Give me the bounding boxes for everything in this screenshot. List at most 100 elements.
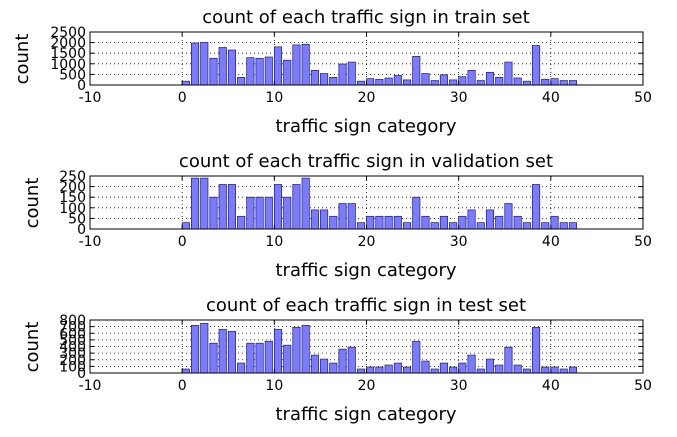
- x-tick-label: 40: [542, 90, 560, 106]
- bar: [356, 368, 366, 374]
- y-tick-label: 600: [59, 326, 86, 342]
- bar: [292, 326, 301, 374]
- bar: [200, 42, 209, 86]
- bar: [532, 45, 541, 86]
- bar: [347, 346, 356, 374]
- bar: [356, 222, 366, 230]
- y-tick-label: 50: [68, 211, 86, 227]
- bar: [412, 196, 421, 230]
- bar: [421, 73, 430, 86]
- bar: [439, 215, 448, 230]
- bar: [449, 79, 458, 86]
- bar: [513, 364, 522, 374]
- bar: [430, 80, 439, 86]
- bar: [393, 215, 402, 230]
- x-tick-label: 40: [542, 234, 560, 250]
- bar: [273, 46, 283, 86]
- bar: [439, 74, 448, 86]
- x-tick-label: 20: [358, 234, 376, 250]
- bar: [449, 222, 458, 230]
- bar: [467, 209, 476, 230]
- bar: [403, 79, 412, 86]
- bar: [347, 203, 356, 230]
- bar: [439, 362, 448, 374]
- bar: [246, 57, 255, 86]
- bar: [320, 358, 329, 374]
- bar: [485, 71, 495, 86]
- y-axis-title: count: [22, 178, 43, 229]
- bar: [227, 49, 236, 86]
- x-tick-label: -10: [79, 234, 102, 250]
- x-axis-title: traffic sign category: [276, 116, 457, 137]
- bar: [476, 222, 485, 230]
- bar: [237, 77, 246, 86]
- bar: [329, 362, 338, 374]
- bar: [393, 362, 402, 374]
- bar: [568, 80, 577, 86]
- bar: [320, 73, 329, 86]
- bar: [246, 196, 255, 230]
- bar: [504, 203, 513, 230]
- bar: [485, 358, 495, 374]
- plot-frame: [89, 31, 644, 86]
- bar: [255, 57, 264, 86]
- bar: [495, 77, 504, 86]
- bar: [384, 215, 393, 230]
- bar: [209, 57, 218, 86]
- bar: [467, 70, 476, 86]
- bar: [273, 184, 283, 230]
- bar: [329, 215, 338, 230]
- x-axis-title: traffic sign category: [276, 260, 457, 281]
- bar: [522, 80, 531, 86]
- bar: [375, 366, 384, 374]
- bar: [384, 77, 393, 86]
- y-tick-label: 200: [59, 353, 86, 369]
- y-tick-label: 0: [77, 78, 86, 94]
- y-tick-label: 800: [59, 313, 86, 329]
- bar: [504, 346, 513, 374]
- bar: [568, 222, 577, 230]
- bar: [504, 61, 513, 86]
- x-tick-label: 40: [542, 378, 560, 394]
- bar: [264, 196, 273, 230]
- y-tick-label: 2000: [50, 36, 86, 52]
- bar: [301, 43, 310, 86]
- bar: [200, 322, 209, 374]
- x-tick-label: 0: [178, 234, 187, 250]
- bar: [320, 209, 329, 230]
- bar: [403, 222, 412, 230]
- bar: [476, 80, 485, 86]
- x-tick-label: 30: [450, 378, 468, 394]
- bar: [421, 360, 430, 374]
- bar: [347, 61, 356, 86]
- bar: [191, 177, 200, 230]
- x-tick-label: 50: [634, 90, 652, 106]
- bar: [458, 362, 467, 374]
- test-set-chart: count of each traffic sign in test set t…: [22, 295, 652, 425]
- x-tick-label: 50: [634, 234, 652, 250]
- bar: [338, 63, 347, 86]
- bar: [283, 344, 292, 374]
- bar: [283, 196, 292, 230]
- bar: [227, 330, 236, 374]
- y-tick-label: 1000: [50, 57, 86, 73]
- bar: [292, 44, 301, 86]
- y-tick-label: 700: [59, 320, 86, 336]
- bar: [329, 77, 338, 86]
- x-tick-label: -10: [79, 90, 102, 106]
- bar: [237, 215, 246, 230]
- bar: [485, 209, 495, 230]
- bar: [393, 75, 402, 86]
- y-tick-label: 500: [59, 67, 86, 83]
- bar: [356, 80, 366, 86]
- x-tick-label: 0: [178, 90, 187, 106]
- bar: [181, 80, 190, 86]
- bar: [181, 222, 190, 230]
- bar: [375, 215, 384, 230]
- bar: [430, 222, 439, 230]
- bar: [227, 184, 236, 230]
- bar: [532, 184, 541, 230]
- y-tick-label: 100: [59, 359, 86, 375]
- bar: [541, 222, 550, 230]
